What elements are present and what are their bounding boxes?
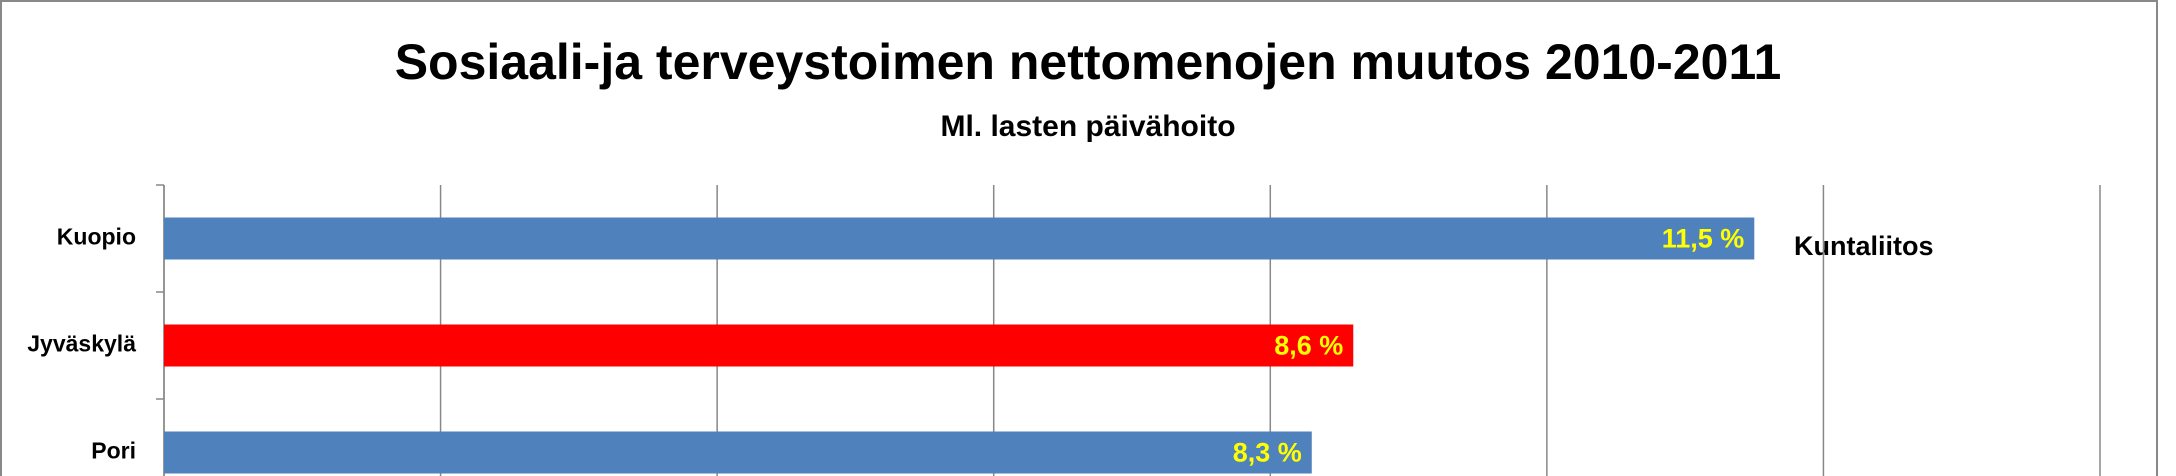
bar [164,217,1755,260]
y-tick-label: Kuopio [57,224,136,250]
annotation: Kuntaliitos [1794,231,1934,261]
y-tick-label: Jyväskylä [27,331,136,357]
bar [164,324,1354,367]
bar [164,431,1312,474]
value-label: 11,5 % [1662,224,1745,254]
value-label: 8,6 % [1274,331,1343,361]
y-tick-label: Pori [91,438,136,464]
value-label: 8,3 % [1233,438,1302,468]
chart-subtitle: Ml. lasten päivähoito [940,110,1235,143]
chart-title: Sosiaali-ja terveystoimen nettomenojen m… [395,34,1782,90]
